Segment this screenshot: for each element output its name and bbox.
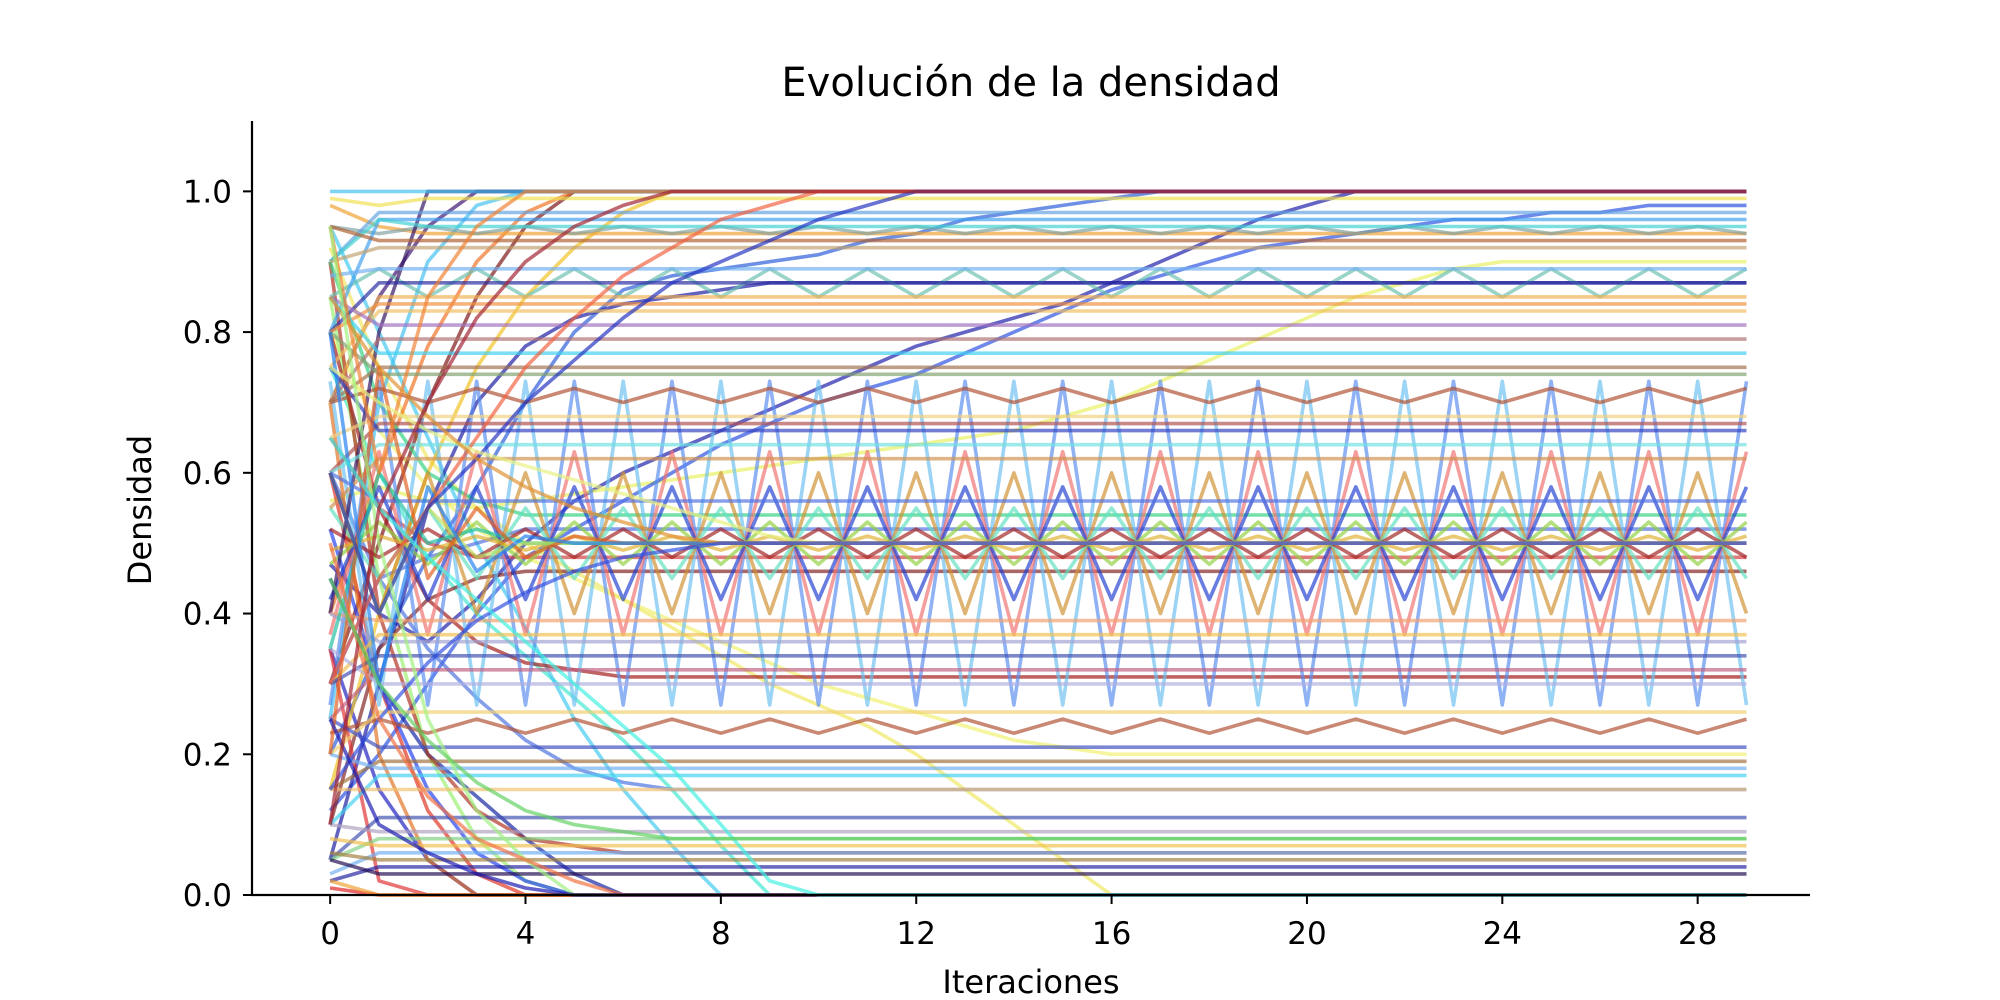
series-line-83	[329, 858, 1747, 876]
x-tick-label: 24	[1483, 916, 1522, 952]
series-line-45	[328, 217, 1747, 264]
series-line-52	[328, 309, 1747, 369]
series-line-85	[329, 879, 1747, 897]
y-tick-label: 0.0	[183, 878, 232, 914]
series-line-97	[328, 541, 1747, 791]
series-line-91	[328, 331, 1747, 686]
series-line-93	[328, 189, 1747, 685]
series-line-76	[328, 815, 1747, 862]
x-tick-label: 12	[896, 916, 935, 952]
series-layer	[328, 189, 1749, 897]
series-line-51	[329, 302, 1747, 334]
series-line-49	[328, 280, 1747, 334]
x-tick-label: 16	[1092, 916, 1131, 952]
x-tick-label: 8	[711, 916, 731, 952]
y-tick-label: 0.4	[183, 597, 232, 633]
series-line-68	[328, 667, 1747, 721]
x-tick-label: 28	[1678, 916, 1717, 952]
series-line-43	[328, 217, 1747, 333]
series-line-47	[329, 245, 1747, 264]
series-line-48	[329, 266, 1747, 278]
y-tick-label: 0.2	[183, 737, 232, 773]
series-line-70	[328, 710, 1747, 756]
series-line-27	[328, 569, 1747, 826]
series-line-67	[329, 653, 1747, 686]
series-line-81	[329, 851, 1747, 862]
series-line-102	[328, 189, 1747, 825]
series-line-21	[328, 402, 1747, 897]
x-axis-label: Iteraciones	[942, 963, 1119, 1000]
series-line-59	[328, 421, 1747, 475]
series-line-44	[328, 210, 1747, 263]
series-line-103	[328, 577, 1747, 841]
series-line-63	[329, 471, 1747, 503]
y-axis-ticks: 0.0 0.2 0.4 0.6 0.8 1.0	[183, 174, 252, 914]
series-line-65	[328, 632, 1747, 686]
series-line-15	[328, 577, 1747, 897]
series-line-71	[329, 717, 1747, 750]
x-axis-ticks: 0 4 8 12 16 20 24 28	[320, 895, 1717, 952]
series-line-79	[329, 836, 1747, 848]
series-line-66	[329, 611, 1747, 644]
series-line-62	[328, 456, 1747, 510]
series-line-69	[329, 647, 1747, 686]
series-line-60	[328, 366, 1747, 433]
series-line-50	[328, 295, 1747, 404]
series-line-58	[329, 414, 1747, 440]
series-line-10	[328, 189, 1747, 685]
series-line-61	[329, 442, 1747, 475]
series-line-64	[329, 611, 1747, 623]
y-tick-label: 0.8	[183, 315, 232, 351]
series-line-26	[328, 261, 1747, 517]
x-tick-label: 20	[1287, 916, 1326, 952]
y-axis-label: Densidad	[121, 435, 159, 585]
series-line-55	[328, 295, 1747, 356]
series-line-38	[329, 386, 1747, 405]
series-line-77	[329, 822, 1747, 834]
series-line-74	[328, 773, 1747, 826]
series-line-39	[329, 717, 1747, 736]
series-line-80	[329, 850, 1747, 876]
x-tick-label: 4	[516, 916, 536, 952]
series-line-72	[329, 759, 1747, 792]
x-tick-label: 0	[320, 916, 340, 952]
series-line-82	[329, 865, 1747, 883]
series-line-73	[329, 752, 1747, 771]
series-line-57	[328, 330, 1747, 377]
series-line-54	[328, 337, 1747, 404]
y-tick-label: 0.6	[183, 456, 232, 492]
chart-title: Evolución de la densidad	[781, 60, 1280, 106]
series-line-46	[329, 224, 1747, 243]
y-tick-label: 1.0	[183, 174, 232, 210]
series-line-87	[329, 196, 1747, 208]
